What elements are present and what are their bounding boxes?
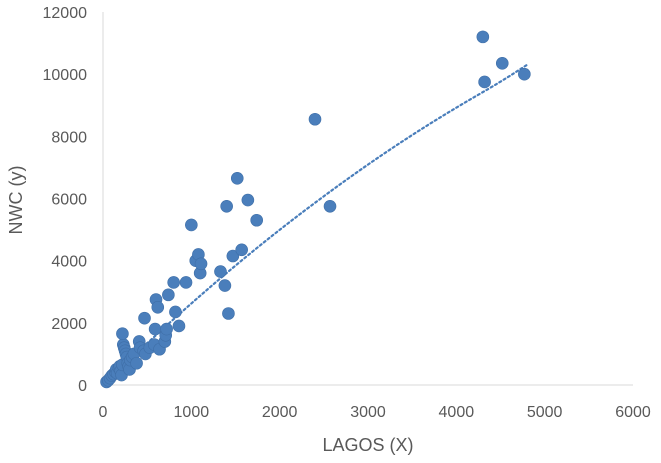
- plot-area: [102, 12, 633, 386]
- y-tick-label: 10000: [43, 67, 88, 84]
- y-tick-label: 6000: [51, 192, 87, 209]
- x-tick-label: 0: [99, 404, 108, 421]
- data-point: [235, 243, 248, 257]
- data-point: [222, 307, 235, 320]
- y-tick-label: 12000: [43, 5, 88, 22]
- data-point: [218, 279, 232, 292]
- y-tick-label: 2000: [51, 316, 87, 333]
- data-point: [169, 305, 182, 319]
- x-tick-label: 3000: [350, 404, 386, 421]
- data-point: [241, 193, 255, 207]
- data-point: [172, 319, 186, 333]
- y-tick-label: 0: [78, 378, 87, 395]
- data-point: [250, 213, 264, 227]
- data-point: [495, 56, 509, 70]
- data-point: [194, 257, 208, 271]
- data-point: [226, 249, 240, 263]
- data-point: [162, 288, 175, 302]
- data-point: [148, 322, 162, 336]
- data-point: [160, 322, 173, 336]
- data-point: [476, 30, 490, 44]
- x-tick-label: 6000: [615, 404, 651, 421]
- x-tick-label: 5000: [527, 404, 563, 421]
- y-axis-title: NWC (y): [6, 166, 26, 235]
- data-point: [308, 112, 322, 126]
- data-point: [478, 75, 491, 89]
- x-tick-labels: 0 1000 2000 3000 4000 5000 6000: [99, 404, 651, 421]
- data-point: [214, 265, 227, 278]
- data-point: [518, 67, 531, 81]
- x-tick-label: 2000: [262, 404, 298, 421]
- data-point: [130, 356, 143, 370]
- data-point: [179, 276, 193, 289]
- data-point: [185, 218, 198, 232]
- y-tick-labels: 0 2000 4000 6000 8000 10000 12000: [43, 5, 88, 395]
- data-points: [100, 30, 531, 389]
- data-point: [116, 327, 129, 341]
- x-tick-label: 4000: [439, 404, 475, 421]
- x-tick-label: 1000: [174, 404, 210, 421]
- y-tick-label: 8000: [51, 129, 87, 146]
- x-axis-title: LAGOS (X): [322, 435, 413, 455]
- data-point: [167, 276, 180, 289]
- data-point: [151, 300, 165, 314]
- data-point: [138, 311, 151, 325]
- data-point: [220, 199, 233, 213]
- data-point: [323, 199, 337, 213]
- data-point: [230, 171, 244, 185]
- y-tick-label: 4000: [51, 254, 87, 271]
